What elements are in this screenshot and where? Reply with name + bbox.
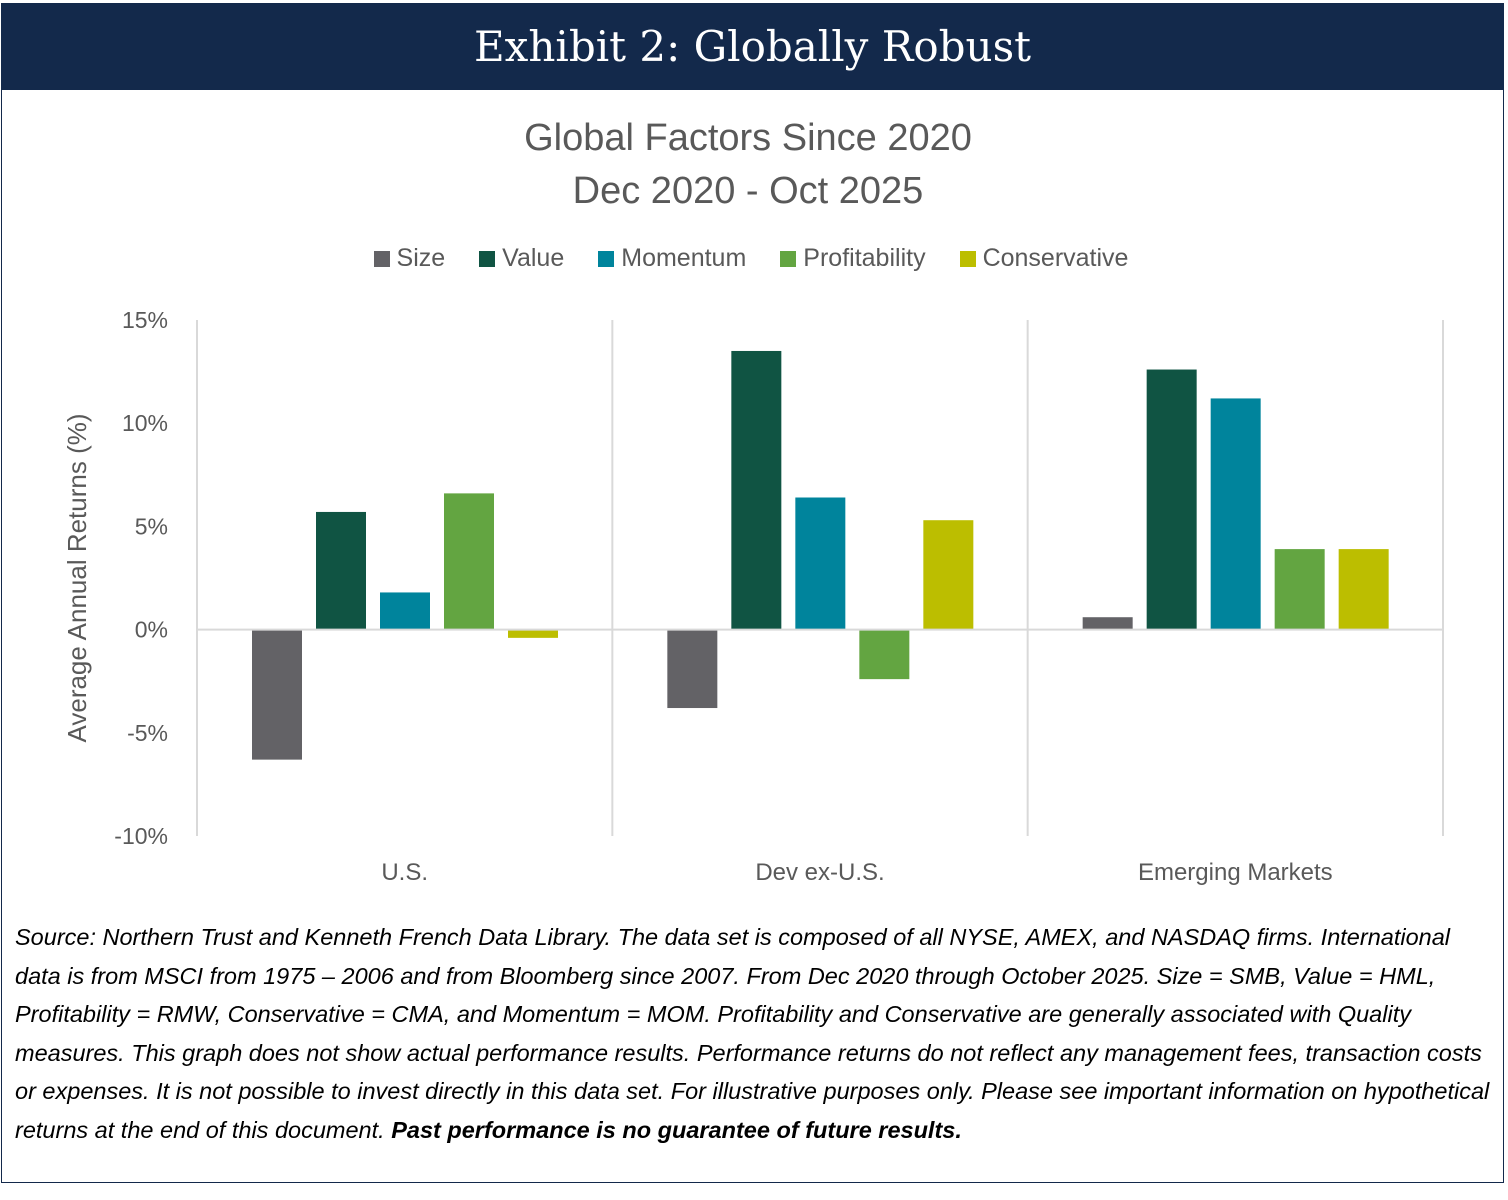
legend-swatch — [373, 250, 390, 267]
bar-value-0 — [316, 511, 366, 630]
exhibit-header: Exhibit 2: Globally Robust — [1, 3, 1504, 90]
bar-conservative-1 — [923, 520, 974, 630]
legend-label: Conservative — [982, 244, 1129, 272]
y-tick-label: 5% — [135, 513, 168, 539]
bar-conservative-2 — [1338, 549, 1389, 630]
legend-item-profitability: Profitability — [780, 244, 926, 273]
source-note: Source: Northern Trust and Kenneth Frenc… — [15, 918, 1495, 1150]
x-category-label: U.S. — [381, 859, 428, 886]
legend-item-conservative: Conservative — [959, 244, 1129, 273]
legend-item-momentum: Momentum — [598, 244, 746, 273]
chart-legend: Size Value Momentum Profitability Conservati… — [0, 244, 1502, 273]
legend-label: Momentum — [621, 244, 747, 272]
legend-swatch — [780, 250, 797, 267]
y-tick-label: 15% — [122, 307, 168, 333]
legend-item-size: Size — [373, 244, 446, 273]
bar-momentum-2 — [1210, 398, 1261, 630]
y-axis-label: Average Annual Returns (%) — [62, 413, 92, 742]
legend-item-value: Value — [479, 244, 564, 273]
legend-swatch — [598, 250, 615, 267]
y-tick-label: 10% — [122, 410, 168, 436]
y-tick-label: 0% — [135, 617, 168, 643]
legend-label: Value — [502, 244, 565, 272]
source-text: Source: Northern Trust and Kenneth Frenc… — [15, 924, 1490, 1143]
y-tick-label: -10% — [114, 823, 168, 849]
y-tick-label: -5% — [127, 720, 168, 746]
x-category-label: Emerging Markets — [1138, 859, 1333, 886]
bar-profitability-2 — [1274, 549, 1325, 630]
legend-label: Profitability — [803, 244, 926, 272]
bar-profitability-0 — [444, 493, 494, 630]
bar-momentum-1 — [795, 497, 846, 630]
chart-subtitle: Dec 2020 - Oct 2025 — [572, 170, 924, 212]
bar-size-1 — [667, 629, 718, 709]
bar-value-2 — [1146, 369, 1197, 630]
bar-size-0 — [252, 629, 302, 760]
chart-title: Global Factors Since 2020 — [524, 117, 972, 159]
disclaimer-bold: Past performance is no guarantee of futu… — [391, 1116, 962, 1143]
bar-momentum-0 — [380, 592, 430, 630]
chart-titles: Global Factors Since 2020 Dec 2020 - Oct… — [0, 112, 1496, 218]
bar-chart: 15% 10% 5% 0% -5% -10% Average Annual Returns … — [62, 307, 1444, 886]
legend-label: Size — [396, 244, 446, 272]
legend-swatch — [959, 250, 976, 267]
bar-size-2 — [1082, 617, 1133, 630]
bar-value-1 — [731, 350, 782, 630]
bar-profitability-1 — [859, 629, 910, 680]
x-category-label: Dev ex-U.S. — [755, 859, 884, 886]
bar-conservative-0 — [508, 629, 558, 638]
legend-swatch — [479, 250, 496, 267]
